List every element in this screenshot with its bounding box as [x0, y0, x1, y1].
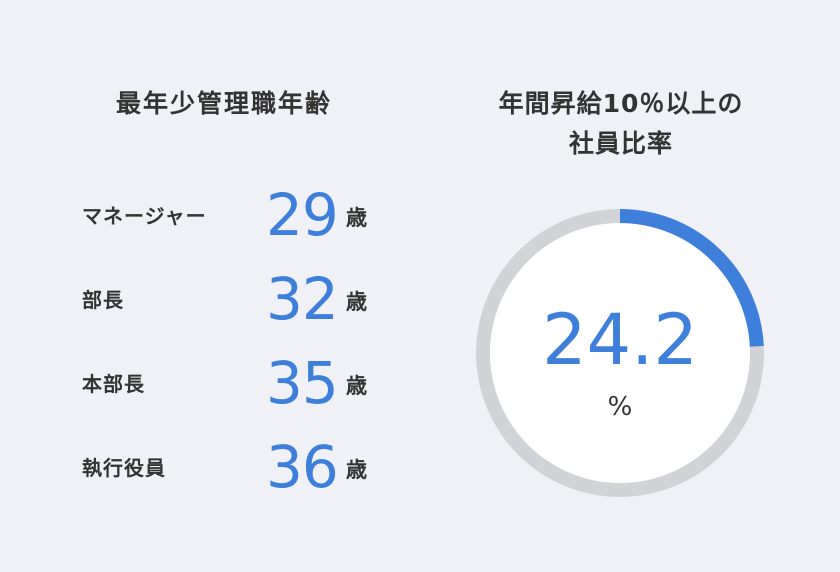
age-row-department-head: 部長 32 歳	[82, 264, 382, 334]
donut-progress-arc	[476, 209, 764, 497]
raise-ratio-unit: %	[607, 392, 633, 422]
raise-ratio-title-line2: 社員比率	[568, 129, 673, 158]
age-row-unit: 歳	[346, 206, 367, 230]
age-row-value: 35	[266, 349, 339, 417]
age-row-label: 部長	[82, 288, 124, 312]
age-row-label: 本部長	[82, 372, 145, 396]
age-row-unit: 歳	[346, 458, 367, 482]
age-row-label: マネージャー	[82, 204, 207, 228]
raise-ratio-value: 24.2	[542, 299, 698, 381]
age-row-executive-officer: 執行役員 36 歳	[82, 432, 382, 502]
age-row-value: 29	[266, 181, 339, 249]
age-row-label: 執行役員	[82, 456, 166, 480]
age-row-value: 32	[266, 265, 339, 333]
age-row-unit: 歳	[346, 374, 367, 398]
raise-ratio-donut	[476, 209, 764, 497]
age-row-unit: 歳	[346, 290, 367, 314]
age-row-value: 36	[266, 433, 339, 501]
raise-ratio-title-line1: 年間昇給10％以上の	[498, 89, 744, 118]
age-row-division-head: 本部長 35 歳	[82, 348, 382, 418]
donut-center	[476, 209, 764, 497]
raise-ratio-title: 年間昇給10％以上の 社員比率	[440, 84, 802, 164]
age-row-manager: マネージャー 29 歳	[82, 180, 382, 250]
youngest-manager-age-title: 最年少管理職年齢	[115, 89, 332, 118]
